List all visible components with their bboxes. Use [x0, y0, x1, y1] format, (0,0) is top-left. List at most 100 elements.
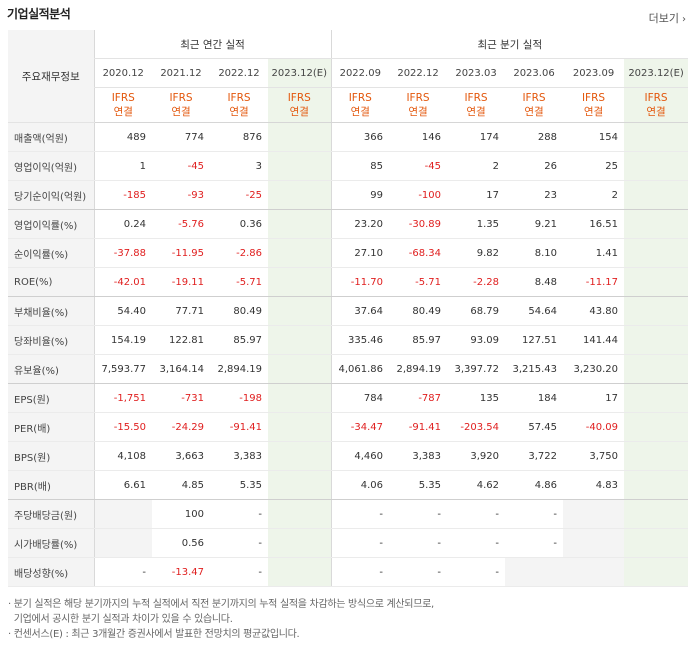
cell-value: 1: [93, 151, 152, 181]
cell-value: 4,460: [330, 441, 390, 471]
cell-value: [268, 325, 332, 355]
cell-value: 4,061.86: [330, 354, 390, 384]
cell-value: -45: [389, 151, 448, 181]
cell-value: 80.49: [210, 296, 268, 326]
quarter-group-header: 최근 분기 실적: [330, 30, 689, 59]
ifrs-line1: IFRS: [227, 92, 251, 104]
ifrs-line1: IFRS: [644, 92, 668, 104]
period-header: 2023.06: [505, 58, 564, 88]
cell-value: 141.44: [563, 325, 625, 355]
cell-value: -1,751: [93, 383, 152, 413]
ifrs-label: IFRS 연결: [93, 87, 152, 123]
more-link[interactable]: 더보기 ›: [649, 10, 686, 26]
cell-value: -91.41: [210, 412, 268, 442]
cell-value: 9.21: [505, 209, 564, 239]
cell-value: -: [447, 499, 506, 529]
cell-value: 3,215.43: [505, 354, 564, 384]
cell-value: 2: [447, 151, 506, 181]
cell-value: 23: [505, 180, 564, 210]
row-label: 부채비율(%): [8, 296, 94, 326]
cell-value: 3,383: [389, 441, 448, 471]
row-label: 주당배당금(원): [8, 499, 94, 529]
ifrs-line2: 연결: [583, 106, 604, 118]
row-label: ROE(%): [8, 267, 94, 297]
cell-value: -: [505, 528, 564, 558]
ifrs-line1: IFRS: [169, 92, 193, 104]
table-row: 영업이익률(%) 0.24 -5.76 0.36 23.20 -30.89 1.35 9.21…: [8, 209, 689, 239]
ifrs-line2: 연결: [171, 106, 191, 118]
ifrs-line2: 연결: [350, 106, 370, 118]
cell-value: 876: [210, 122, 268, 152]
cell-value: -34.47: [330, 412, 390, 442]
period-header: 2023.09: [563, 58, 625, 88]
cell-value: -: [389, 528, 448, 558]
cell-value: -42.01: [93, 267, 152, 297]
ifrs-line2: 연결: [408, 106, 428, 118]
cell-value: -198: [210, 383, 268, 413]
cell-value: 3,164.14: [152, 354, 210, 384]
cell-value: 3,722: [505, 441, 564, 471]
row-label: 당좌비율(%): [8, 325, 94, 355]
table-row: PBR(배) 6.61 4.85 5.35 4.06 5.35 4.62 4.86 4.83: [8, 470, 689, 500]
cell-value: 366: [330, 122, 390, 152]
ifrs-line2: 연결: [524, 106, 544, 118]
cell-value: 26: [505, 151, 564, 181]
ifrs-line1: IFRS: [287, 92, 311, 104]
table-row: 순이익률(%) -37.88 -11.95 -2.86 27.10 -68.34 9.82 8…: [8, 238, 689, 268]
cell-value: 0.36: [210, 209, 268, 239]
ifrs-label: IFRS 연결: [268, 87, 332, 123]
cell-value: 154.19: [93, 325, 152, 355]
cell-value: 3,750: [563, 441, 625, 471]
cell-value: 57.45: [505, 412, 564, 442]
cell-value: -731: [152, 383, 210, 413]
cell-value: 5.35: [389, 470, 448, 500]
row-label: 유보율(%): [8, 354, 94, 384]
cell-value: [624, 238, 689, 268]
ifrs-line2: 연결: [229, 106, 249, 118]
cell-value: 100: [152, 499, 210, 529]
cell-value: -15.50: [93, 412, 152, 442]
ifrs-line1: IFRS: [406, 92, 430, 104]
cell-value: 1.41: [563, 238, 625, 268]
cell-value: 4.06: [330, 470, 390, 500]
table-row: 매출액(억원) 489 774 876 366 146 174 288 154: [8, 122, 689, 152]
ifrs-line1: IFRS: [522, 92, 546, 104]
cell-value: -11.17: [563, 267, 625, 297]
cell-value: [268, 267, 332, 297]
cell-value: 93.09: [447, 325, 506, 355]
cell-value: [563, 499, 625, 529]
cell-value: 2,894.19: [389, 354, 448, 384]
cell-value: 4.86: [505, 470, 564, 500]
cell-value: -: [210, 557, 268, 587]
cell-value: 3,663: [152, 441, 210, 471]
cell-value: 127.51: [505, 325, 564, 355]
cell-value: -: [210, 528, 268, 558]
cell-value: [624, 296, 689, 326]
annual-group-header: 최근 연간 실적: [93, 30, 332, 59]
cell-value: [505, 557, 564, 587]
row-label: EPS(원): [8, 383, 94, 413]
period-header: 2022.12: [210, 58, 268, 88]
cell-value: 37.64: [330, 296, 390, 326]
cell-value: 8.48: [505, 267, 564, 297]
cell-value: [268, 151, 332, 181]
cell-value: 4.62: [447, 470, 506, 500]
cell-value: [624, 267, 689, 297]
cell-value: -37.88: [93, 238, 152, 268]
cell-value: -30.89: [389, 209, 448, 239]
cell-value: 2,894.19: [210, 354, 268, 384]
cell-value: [624, 151, 689, 181]
ifrs-line2: 연결: [646, 106, 666, 118]
cell-value: [268, 412, 332, 442]
table-row: 유보율(%) 7,593.77 3,164.14 2,894.19 4,061.86 2,…: [8, 354, 689, 384]
cell-value: 85.97: [210, 325, 268, 355]
cell-value: [93, 499, 152, 529]
cell-value: [624, 470, 689, 500]
table-row: 시가배당률(%) 0.56- - - - -: [8, 528, 689, 558]
footnote-1: · 분기 실적은 해당 분기까지의 누적 실적에서 직전 분기까지의 누적 실적…: [8, 599, 434, 610]
cell-value: [268, 470, 332, 500]
row-label: 영업이익(억원): [8, 151, 94, 181]
cell-value: 135: [447, 383, 506, 413]
section-title: 기업실적분석: [7, 7, 71, 21]
